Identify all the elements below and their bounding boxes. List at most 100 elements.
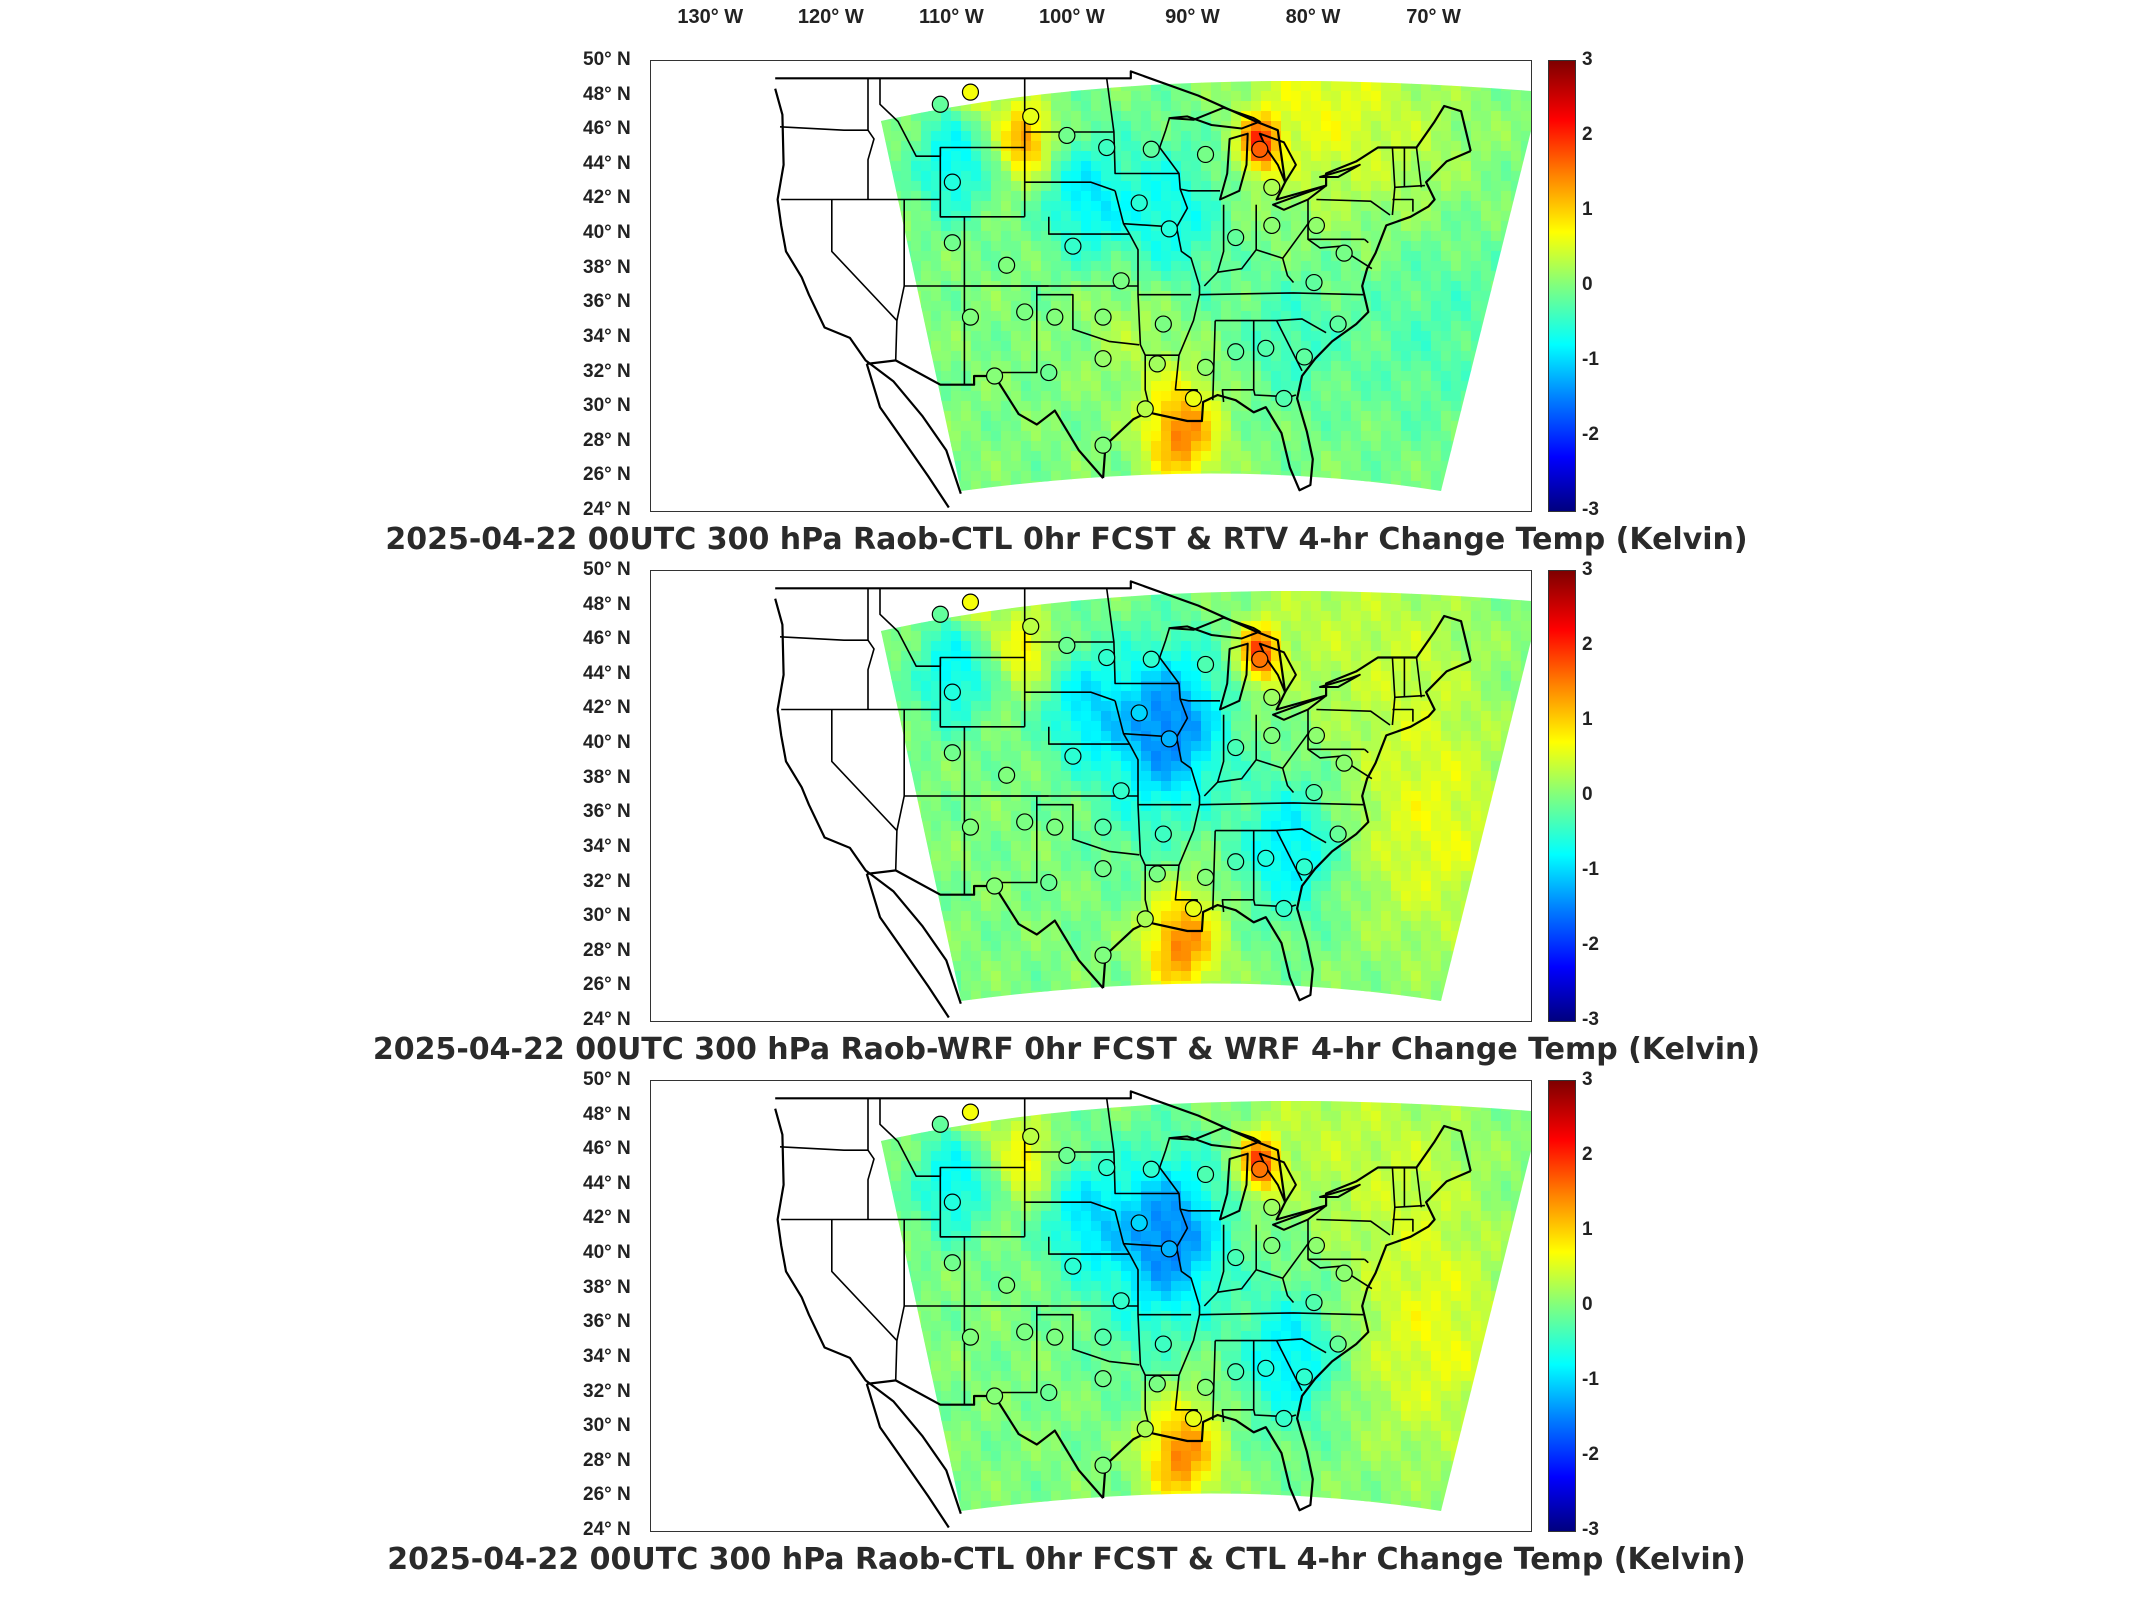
temperature-change-map [774,70,1531,509]
latitude-label: 44° N [583,152,631,174]
raob-station-marker [1329,1335,1347,1353]
boundary-line [1199,802,1364,806]
boundary-line [1217,1268,1295,1304]
raob-station-marker [1184,1409,1203,1428]
boundary-line [1174,698,1201,914]
boundary-line [1364,238,1369,244]
raob-station-marker [931,95,949,113]
raob-station-marker [1130,194,1148,212]
boundary-line [1316,1218,1391,1236]
latitude-label: 30° N [583,395,631,417]
raob-station-marker [1148,865,1166,883]
raob-station-marker [985,367,1004,385]
raob-station-marker [1058,636,1076,655]
boundary-line [1215,828,1327,844]
colorbar-tick-label: 0 [1582,274,1593,295]
latitude-label: 42° N [583,697,631,719]
colorbar-tick-label: -3 [1582,499,1599,520]
boundary-line [865,363,950,509]
raob-station-marker [1263,216,1281,235]
raob-station-marker [1098,1158,1116,1177]
boundary-line [1212,1340,1216,1421]
boundary-line [867,1098,875,1220]
boundary-line [1282,1243,1309,1279]
latitude-label: 40° N [583,222,631,244]
latitude-label: 32° N [583,870,631,892]
raob-station-marker [1094,1370,1112,1388]
boundary-line [1415,147,1423,188]
latitude-label: 34° N [583,1345,631,1367]
boundary-line [1415,657,1423,698]
boundary-line [1048,1236,1130,1255]
latitude-label: 38° N [583,1276,631,1298]
raob-station-marker [1263,178,1281,196]
map-panel-1 [650,60,1532,512]
boundary-line [1252,1409,1297,1418]
colorbar [1548,60,1576,512]
latitude-label: 28° N [583,939,631,961]
map-panel-3 [650,1080,1532,1532]
boundary-line [1036,1313,1140,1366]
raob-station-marker [1275,389,1293,408]
raob-station-marker [1160,220,1178,238]
boundary-line [1282,223,1309,259]
raob-station-marker [1335,1264,1353,1282]
latitude-label: 38° N [583,256,631,278]
raob-station-marker [1227,1248,1245,1267]
boundary-line [1392,1218,1414,1232]
boundary-line [1215,1338,1327,1354]
raob-station-marker [1016,813,1034,831]
raob-station-marker [1148,1375,1166,1393]
boundary-line [774,88,962,495]
boundary-line [1252,389,1297,398]
raob-station-marker [1196,1165,1215,1184]
raob-station-marker [998,256,1016,274]
raob-station-marker [1064,1257,1082,1275]
longitude-label: 100° W [1039,6,1105,28]
boundary-line [1221,320,1255,403]
raob-station-marker [1227,1363,1245,1381]
raob-station-marker [1295,1368,1313,1386]
raob-station-marker [1154,1335,1172,1353]
colorbar-tick-label: 1 [1582,709,1593,730]
boundary-line [1174,1208,1201,1424]
latitude-label: 34° N [583,325,631,347]
raob-station-marker [1227,853,1245,871]
raob-station-marker [1094,818,1112,836]
boundary-line [1158,117,1220,192]
raob-station-marker [1307,216,1326,235]
boundary-line [1024,181,1116,192]
boundary-line [1316,198,1391,216]
raob-station-marker [1263,688,1281,706]
raob-station-marker [998,766,1016,784]
colorbar-tick-label: 1 [1582,1219,1593,1240]
raob-station-marker [1022,107,1040,125]
raob-station-marker [1098,648,1116,667]
boundary-line [1158,1137,1220,1212]
latitude-label: 26° N [583,974,631,996]
raob-station-marker [943,1254,961,1272]
raob-station-marker [1058,126,1076,145]
colorbar-tick-label: -2 [1582,424,1599,445]
raob-station-marker [1263,1236,1281,1255]
raob-station-marker [961,83,980,101]
raob-station-marker [1305,1293,1323,1312]
colorbar [1548,1080,1576,1532]
raob-station-marker [931,605,949,623]
latitude-label: 44° N [583,662,631,684]
latitude-label: 24° N [583,499,631,520]
latitude-label: 50° N [583,559,631,580]
raob-station-marker [961,1103,980,1121]
boundary-line [1174,188,1201,404]
panel-caption: 2025-04-22 00UTC 300 hPa Raob-CTL 0hr FC… [385,522,1748,557]
raob-station-marker [1184,899,1203,918]
raob-station-marker [1307,726,1326,745]
raob-station-marker [1130,704,1148,722]
raob-station-marker [1196,1378,1215,1396]
raob-station-marker [1257,849,1275,867]
boundary-line [993,885,1104,989]
raob-station-marker [1064,747,1082,765]
raob-station-marker [1275,899,1293,918]
boundary-line [831,709,898,832]
boundary-line [1105,78,1179,175]
